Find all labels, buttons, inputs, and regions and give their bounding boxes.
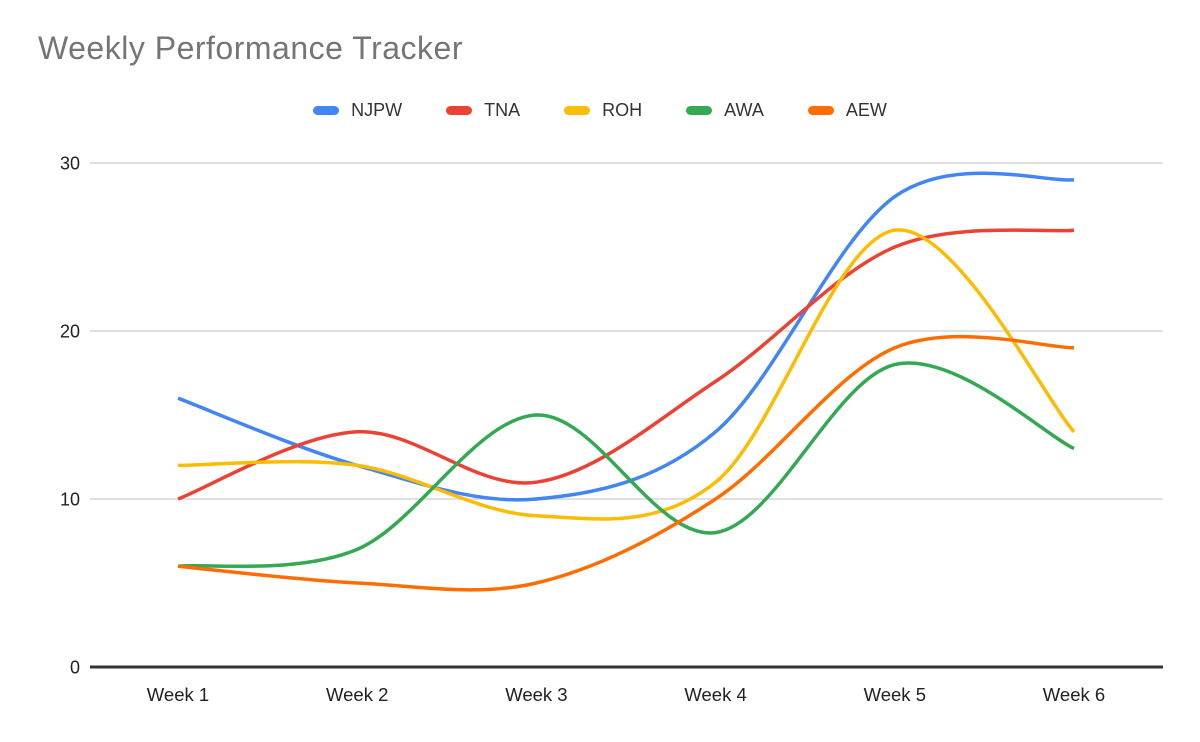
legend-item-roh[interactable]: ROH xyxy=(564,100,642,121)
legend-label: ROH xyxy=(602,100,643,120)
legend-label: TNA xyxy=(484,100,521,120)
legend-label: AWA xyxy=(724,100,764,120)
x-axis-tick-label: Week 4 xyxy=(684,684,746,705)
x-axis-tick-label: Week 3 xyxy=(505,684,567,705)
legend-swatch-icon xyxy=(446,106,473,115)
chart-title: Weekly Performance Tracker xyxy=(38,30,463,66)
legend-swatch-icon xyxy=(807,106,834,115)
y-axis-tick-label: 0 xyxy=(70,658,80,678)
y-axis-tick-label: 20 xyxy=(60,322,80,342)
legend-label: NJPW xyxy=(351,100,403,120)
chart-legend: NJPW TNA ROH AWA AEW xyxy=(0,100,1200,121)
y-axis-tick-label: 30 xyxy=(60,154,80,174)
x-axis-tick-label: Week 1 xyxy=(147,684,209,705)
legend-item-tna[interactable]: TNA xyxy=(446,100,520,121)
series-line-roh[interactable] xyxy=(177,228,1076,521)
y-axis-tick-label: 10 xyxy=(60,490,80,510)
x-axis-tick-label: Week 6 xyxy=(1043,684,1105,705)
x-axis-tick-label: Week 5 xyxy=(864,684,926,705)
series-line-aew[interactable] xyxy=(177,334,1075,592)
legend-swatch-icon xyxy=(686,106,713,115)
legend-swatch-icon xyxy=(313,106,340,115)
series-line-awa[interactable] xyxy=(177,361,1075,569)
legend-item-awa[interactable]: AWA xyxy=(686,100,764,121)
legend-label: AEW xyxy=(845,100,887,120)
x-axis-tick-label: Week 2 xyxy=(326,684,388,705)
legend-item-njpw[interactable]: NJPW xyxy=(313,100,402,121)
legend-swatch-icon xyxy=(564,106,591,115)
legend-item-aew[interactable]: AEW xyxy=(807,100,887,121)
series-line-tna[interactable] xyxy=(177,228,1075,501)
